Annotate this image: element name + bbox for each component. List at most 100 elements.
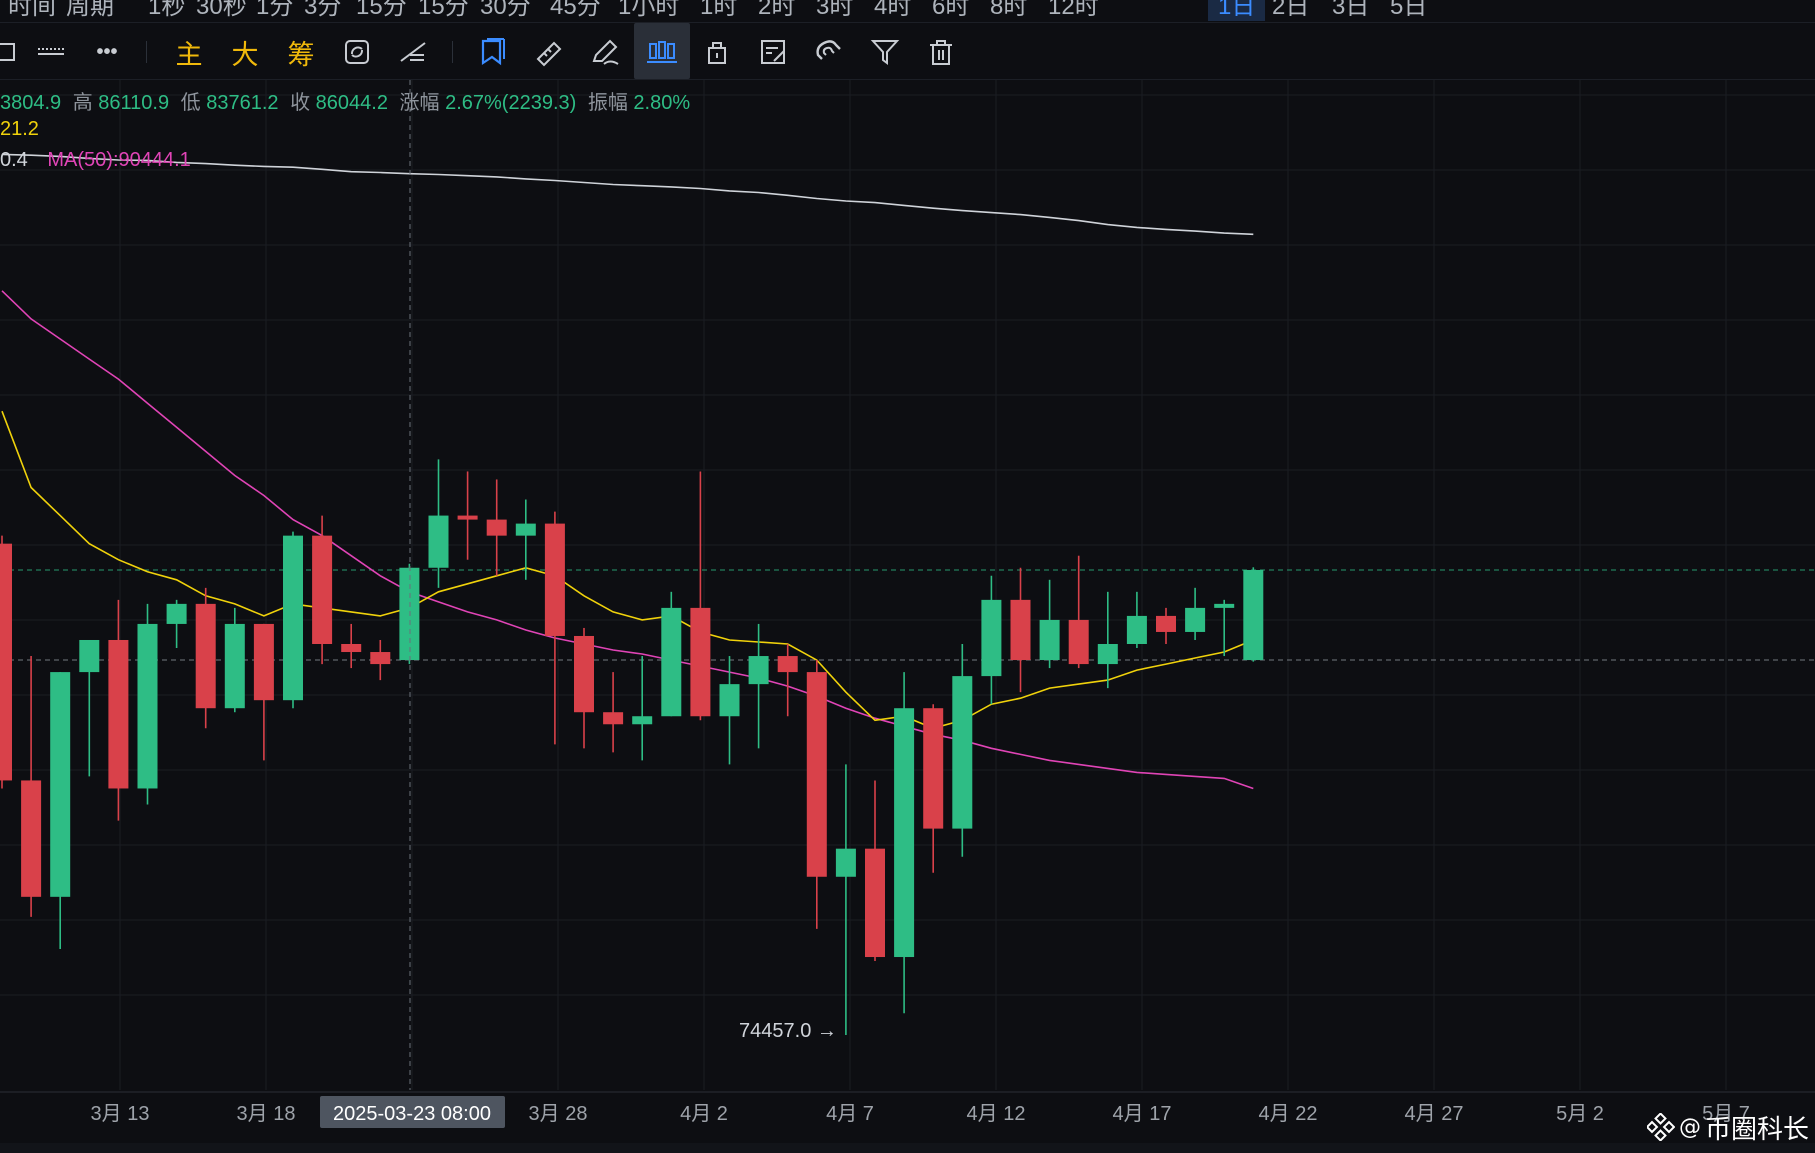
timeframe-item[interactable]: 1时 (700, 0, 738, 20)
watermark-text: 币圈科长 (1704, 1114, 1809, 1145)
candle-body (865, 848, 885, 958)
refresh-icon[interactable] (334, 29, 380, 75)
bookmark-icon[interactable] (470, 29, 516, 75)
timeframe-item[interactable]: 30分 (480, 0, 531, 20)
candle (428, 459, 449, 588)
candle-body (312, 535, 333, 645)
candle-body (923, 708, 944, 829)
big-order-button[interactable]: 大 (231, 39, 259, 71)
close-label: 收 (290, 92, 311, 114)
candle-body (224, 623, 245, 709)
ma-short-value: 21.2 (0, 118, 39, 140)
candle-body (195, 603, 216, 709)
candle (79, 639, 100, 777)
note-icon[interactable] (750, 29, 796, 75)
timeframe-item[interactable]: 15分 (418, 0, 469, 20)
candle-body (661, 607, 682, 717)
candle (50, 672, 71, 949)
x-axis-tick-label: 4月 27 (1405, 1103, 1464, 1125)
filter-icon[interactable] (862, 29, 908, 75)
candle (661, 591, 682, 717)
candle-body (50, 672, 71, 897)
ma-short-line (1, 410, 1254, 730)
timeframe-item[interactable]: 3时 (816, 0, 854, 20)
candle-body (341, 644, 362, 653)
low-label: 低 (180, 92, 201, 114)
candle (341, 623, 362, 669)
drawing-toolbar: ••• 主 大 筹 (0, 23, 1815, 80)
timeframe-item[interactable]: 8时 (990, 0, 1028, 20)
timeframe-bar: 时间 周期 1秒 30秒 1分 3分 15分 15分 30分 45分 1小时 1… (0, 0, 1815, 23)
candle (515, 499, 536, 580)
candle (1243, 567, 1264, 662)
open-value: 3804.9 (0, 92, 62, 114)
candle (312, 515, 333, 665)
candle-body (835, 848, 856, 877)
crosshair-overlay: 2025-03-23 08:00 74457.0 → (320, 80, 837, 1128)
candle (283, 531, 303, 709)
candle (108, 599, 129, 821)
candle (1068, 555, 1089, 669)
timeframe-item[interactable]: 1分 (256, 0, 294, 20)
high-value: 86110.9 (98, 92, 170, 114)
timeframe-item[interactable]: 4时 (874, 0, 912, 20)
candle-body (690, 607, 711, 717)
x-axis-tick-label: 3月 18 (237, 1103, 296, 1125)
candle-body (1126, 615, 1147, 645)
lowest-price-label: 74457.0 → (739, 1020, 837, 1042)
line-style-icon[interactable] (28, 29, 74, 75)
timeframe-item-active[interactable]: 1日 (1208, 0, 1266, 21)
candle (690, 471, 711, 721)
candle (719, 656, 740, 765)
x-axis-tick-label: 4月 7 (826, 1103, 874, 1125)
candle-body (1068, 619, 1089, 665)
timeframe-item[interactable]: 6时 (932, 0, 970, 20)
candle (486, 479, 507, 576)
candle-body (21, 780, 42, 897)
line-tool-icon[interactable] (390, 29, 436, 75)
candle (923, 704, 944, 873)
timeframe-item[interactable]: 1小时 (618, 0, 680, 20)
timeframe-item[interactable]: 周期 (66, 0, 114, 20)
timeframe-item[interactable]: 30秒 (196, 0, 247, 20)
ruler-icon[interactable] (526, 29, 572, 75)
pencil-icon[interactable] (582, 29, 628, 75)
candles-icon[interactable] (634, 23, 690, 79)
timeframe-item[interactable]: 12时 (1048, 0, 1099, 20)
timeframe-item[interactable]: 2日 (1272, 0, 1310, 20)
candle-body (253, 623, 274, 701)
more-icon[interactable]: ••• (96, 40, 118, 63)
timeframe-item[interactable]: 3日 (1332, 0, 1370, 20)
candle (137, 603, 158, 805)
timeframe-item[interactable]: 2时 (758, 0, 796, 20)
lock-icon[interactable] (694, 29, 740, 75)
ma-info-line: 0.4 MA(50):90444.1 (0, 149, 191, 172)
timeframe-item[interactable]: 15分 (356, 0, 407, 20)
timeframe-item[interactable]: 3分 (304, 0, 342, 20)
candle-body (1010, 599, 1031, 661)
amplitude-label: 振幅 (587, 92, 628, 114)
x-axis-tick-label: 4月 2 (680, 1103, 728, 1125)
candle-body (515, 523, 536, 536)
candle (1156, 607, 1176, 645)
crop-icon[interactable] (0, 29, 28, 75)
x-axis-tick-label: 4月 12 (967, 1103, 1026, 1125)
magnet-icon[interactable] (806, 29, 852, 75)
ma-mid-value: 0.4 (0, 149, 28, 171)
timeframe-item[interactable]: 5日 (1390, 0, 1428, 20)
main-indicator-button[interactable]: 主 (175, 39, 203, 71)
ma50-line (1, 290, 1254, 790)
chip-distribution-button[interactable]: 筹 (287, 39, 315, 71)
candle (952, 644, 973, 857)
timeframe-item[interactable]: 45分 (550, 0, 601, 20)
candle-body (1097, 644, 1118, 665)
x-axis-tick-label: 5月 2 (1556, 1103, 1604, 1125)
candle-body (370, 652, 391, 665)
ma50-value: MA(50):90444.1 (47, 149, 191, 171)
candle (224, 607, 245, 713)
timeframe-item[interactable]: 时间 (8, 0, 56, 20)
trash-icon[interactable] (918, 29, 964, 75)
change-label: 涨幅 (399, 92, 440, 114)
timeframe-item[interactable]: 1秒 (148, 0, 186, 20)
